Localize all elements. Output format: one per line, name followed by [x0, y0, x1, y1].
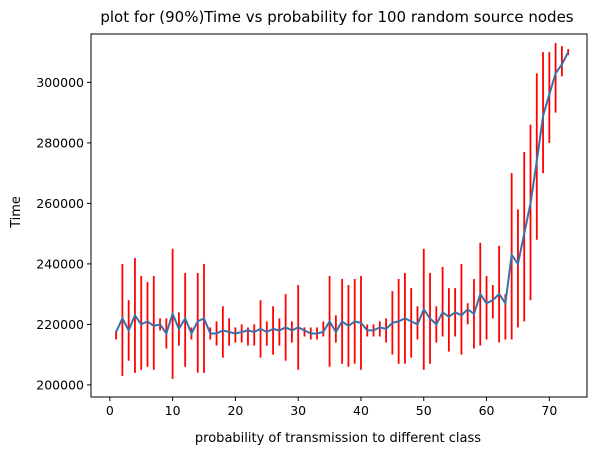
y-tick-label: 260000 — [36, 196, 84, 211]
x-tick-label: 40 — [353, 403, 369, 418]
x-tick-label: 60 — [479, 403, 495, 418]
y-axis-ticks: 200000 220000 240000 260000 280000 300000 — [36, 75, 91, 392]
y-axis-label: Time — [9, 196, 24, 229]
x-axis-label: probability of transmission to different… — [195, 431, 481, 446]
x-axis-ticks: 0 10 20 30 40 50 60 70 — [106, 397, 557, 418]
series-line — [115, 51, 570, 336]
y-tick-label: 280000 — [36, 135, 84, 150]
y-tick-label: 300000 — [36, 75, 84, 90]
plot-area — [90, 33, 588, 398]
y-tick-label: 220000 — [36, 317, 84, 332]
plot-frame — [90, 33, 588, 398]
x-tick-label: 50 — [416, 403, 432, 418]
x-tick-label: 0 — [106, 403, 114, 418]
x-tick-label: 20 — [227, 403, 243, 418]
y-tick-label: 200000 — [36, 377, 84, 392]
x-tick-label: 70 — [541, 403, 557, 418]
x-tick-label: 30 — [290, 403, 306, 418]
y-tick-label: 240000 — [36, 256, 84, 271]
chart-title: plot for (90%)Time vs probability for 10… — [100, 8, 573, 26]
errorbars — [115, 43, 570, 379]
x-tick-label: 10 — [165, 403, 181, 418]
